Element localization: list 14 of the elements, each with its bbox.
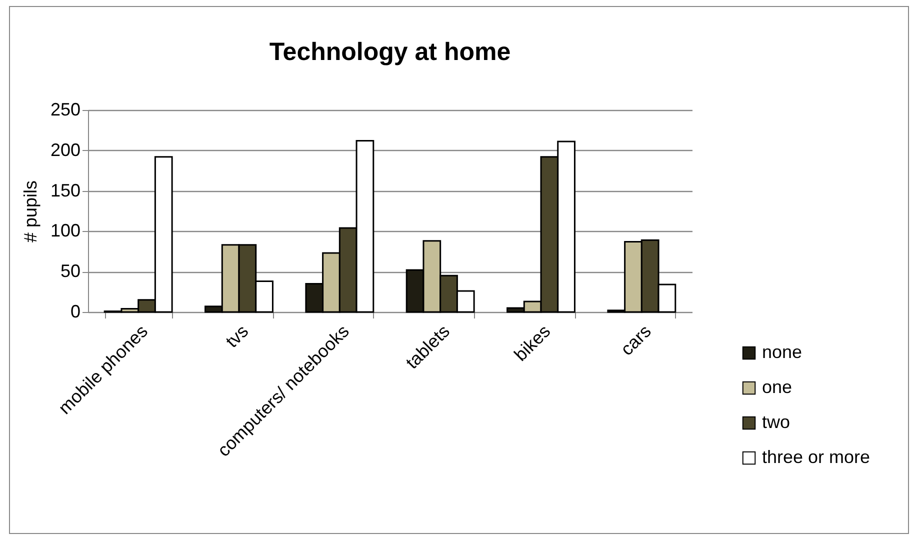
y-tick-label: 200 — [50, 140, 80, 160]
legend-label: three or more — [762, 447, 870, 467]
y-tick-label: 50 — [60, 261, 80, 282]
y-tick-label: 150 — [50, 180, 80, 200]
y-tick-label: 0 — [70, 302, 80, 322]
legend-label: none — [762, 342, 802, 362]
legend-label: two — [762, 412, 790, 432]
legend-label: one — [762, 377, 792, 397]
y-tick-label: 250 — [50, 100, 80, 120]
x-tick-label: tvs — [222, 321, 252, 352]
y-axis-title: # pupils — [20, 180, 40, 243]
y-tick-label: 100 — [50, 220, 80, 241]
x-tick-label: cars — [616, 321, 655, 360]
chart-title: Technology at home — [269, 38, 511, 66]
